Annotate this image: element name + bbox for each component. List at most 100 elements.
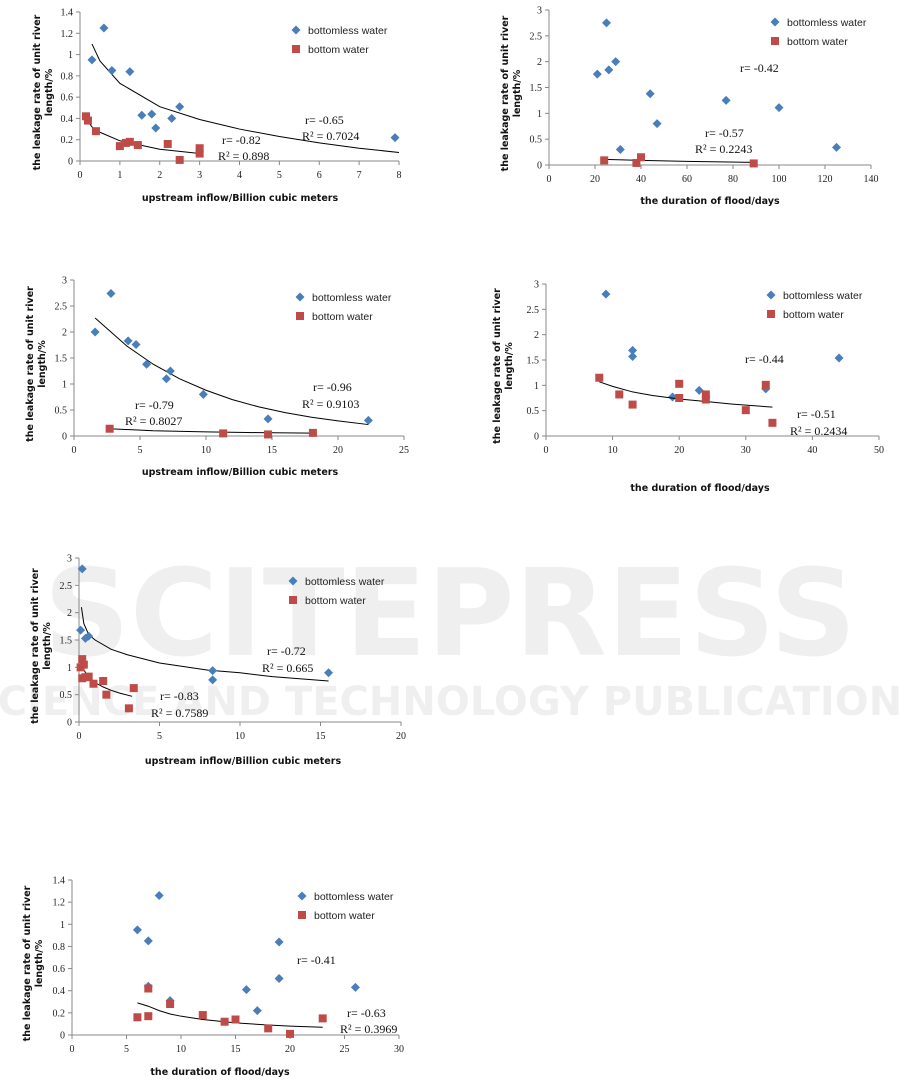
- y-axis-title: the leakage rate of unit river: [25, 286, 36, 442]
- data-point: [167, 113, 177, 123]
- y-tick-label: 1: [68, 50, 73, 61]
- y-tick-label: 3: [62, 276, 67, 287]
- correlation-label: r= -0.63: [347, 1006, 386, 1020]
- legend: bottomless water bottom water: [291, 25, 388, 56]
- y-tick-label: 1.5: [527, 356, 540, 367]
- legend: bottomless water bottom water: [297, 891, 394, 922]
- x-tick-label: 25: [399, 445, 409, 456]
- scatter-chart-6: 0 5 10 15 20 25 30 0 0.2 0.4 0.6 0.8 1 1.2 1.4 the dura…: [22, 876, 404, 1079]
- x-tick-label: 0: [77, 731, 82, 742]
- data-point: [701, 390, 710, 399]
- series-bottom-water: r= -0.83 R² = 0.7589: [76, 655, 208, 720]
- data-point: [318, 1014, 327, 1023]
- data-point: [81, 673, 90, 682]
- data-point: [632, 158, 641, 167]
- data-point: [89, 679, 98, 688]
- data-point: [600, 156, 609, 165]
- data-point: [761, 380, 770, 389]
- data-point: [832, 142, 841, 152]
- x-tick-label: 40: [636, 174, 646, 185]
- watermark: SCITEPRESS SCIENCE AND TECHNOLOGY PUBLIC…: [0, 545, 901, 725]
- data-point: [78, 655, 87, 664]
- y-axis-title: length/%: [42, 622, 53, 670]
- correlation-label: r= -0.44: [745, 352, 784, 366]
- data-point: [741, 406, 750, 415]
- data-point: [286, 1029, 294, 1038]
- legend-marker: [296, 312, 304, 320]
- data-point: [142, 359, 152, 369]
- data-point: [308, 428, 317, 437]
- data-point: [263, 414, 273, 424]
- watermark-title: SCITEPRESS: [44, 545, 857, 684]
- x-tick-label: 120: [818, 174, 833, 185]
- data-point: [675, 379, 684, 388]
- r-squared-label: R² = 0.7589: [151, 706, 208, 720]
- data-point: [350, 982, 360, 992]
- x-axis-title: upstream inflow/Billion cubic meters: [142, 467, 339, 478]
- x-tick-label: 5: [157, 731, 162, 742]
- data-point: [701, 395, 710, 404]
- y-tick-label: 1.5: [60, 636, 73, 647]
- watermark-subtitle: SCIENCE AND TECHNOLOGY PUBLICATIONS: [0, 679, 901, 725]
- series-bottomless-water: r= -0.65 R² = 0.7024: [87, 23, 400, 153]
- legend-label: bottom water: [308, 44, 369, 56]
- data-point: [675, 394, 684, 402]
- trendline: [604, 158, 754, 163]
- r-squared-label: R² = 0.2434: [790, 424, 847, 438]
- series-bottom-water: r= -0.82 R² = 0.898: [81, 112, 269, 164]
- x-tick-label: 15: [316, 731, 326, 742]
- data-point: [195, 149, 204, 158]
- data-point: [175, 102, 185, 112]
- data-point: [834, 353, 844, 363]
- legend-label: bottom water: [314, 910, 375, 922]
- r-squared-label: R² = 0.665: [262, 661, 313, 675]
- y-tick-label: 0.4: [61, 114, 74, 125]
- y-tick-label: 2: [534, 330, 539, 341]
- y-tick-label: 0.5: [530, 135, 543, 146]
- correlation-label: r= -0.96: [313, 380, 352, 394]
- x-tick-label: 3: [197, 170, 202, 181]
- data-point: [668, 392, 678, 402]
- y-axis-title: length/%: [44, 68, 55, 116]
- correlation-label: r= -0.82: [222, 133, 261, 147]
- legend-label: bottomless water: [787, 17, 867, 29]
- data-point: [652, 119, 662, 129]
- x-axis-title: the duration of flood/days: [640, 196, 780, 207]
- data-point: [363, 415, 373, 425]
- legend-label: bottomless water: [308, 25, 388, 37]
- data-point: [274, 974, 284, 984]
- legend-label: bottom water: [305, 595, 366, 607]
- y-axis-title: length/%: [504, 342, 515, 390]
- correlation-label: r= -0.79: [135, 398, 174, 412]
- trendline: [599, 381, 773, 408]
- y-tick-label: 0: [68, 157, 73, 168]
- y-tick-label: 2.5: [55, 302, 68, 313]
- data-point: [615, 145, 625, 154]
- data-point: [252, 1006, 262, 1016]
- x-tick-label: 60: [682, 174, 692, 185]
- x-tick-label: 5: [277, 170, 282, 181]
- legend-marker: [770, 17, 780, 27]
- data-point: [241, 985, 251, 995]
- x-tick-label: 30: [741, 445, 751, 456]
- data-point: [721, 95, 731, 105]
- legend: bottomless water bottom water: [766, 290, 863, 321]
- correlation-label: r= -0.42: [740, 61, 779, 75]
- data-point: [91, 127, 100, 136]
- x-tick-label: 100: [772, 174, 787, 185]
- y-tick-label: 1.5: [55, 354, 68, 365]
- data-point: [144, 984, 153, 993]
- x-tick-label: 20: [333, 445, 343, 456]
- scatter-chart-3: 0 5 10 15 20 25 0 0.5 1 1.5 2 2.5 3 upstream inflow/B…: [25, 276, 409, 479]
- data-point: [611, 57, 621, 67]
- data-point: [107, 66, 117, 76]
- y-tick-label: 1: [537, 109, 542, 120]
- y-axis-title: length/%: [37, 340, 48, 388]
- y-tick-label: 2: [62, 328, 67, 339]
- data-point: [208, 666, 218, 676]
- y-tick-label: 1: [60, 920, 65, 931]
- y-tick-label: 2.5: [60, 581, 73, 592]
- legend-label: bottomless water: [305, 576, 385, 588]
- r-squared-label: R² = 0.3969: [340, 1022, 397, 1036]
